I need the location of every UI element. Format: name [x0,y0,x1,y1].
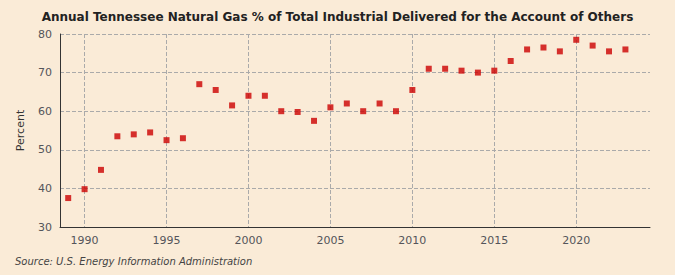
svg-text:Annual Tennessee Natural Gas %: Annual Tennessee Natural Gas % of Total … [42,10,634,24]
svg-text:Percent: Percent [14,109,27,151]
svg-text:2000: 2000 [234,234,262,247]
svg-text:Source: U.S. Energy Informatio: Source: U.S. Energy Information Administ… [15,256,252,267]
svg-text:70: 70 [38,66,52,79]
svg-text:30: 30 [38,221,52,234]
svg-text:80: 80 [38,28,52,41]
svg-text:2010: 2010 [398,234,426,247]
svg-text:2020: 2020 [562,234,590,247]
svg-text:1990: 1990 [71,234,99,247]
svg-text:2005: 2005 [316,234,344,247]
svg-text:2015: 2015 [480,234,508,247]
svg-text:40: 40 [38,182,52,195]
svg-text:50: 50 [38,143,52,156]
svg-text:60: 60 [38,105,52,118]
svg-text:1995: 1995 [153,234,181,247]
